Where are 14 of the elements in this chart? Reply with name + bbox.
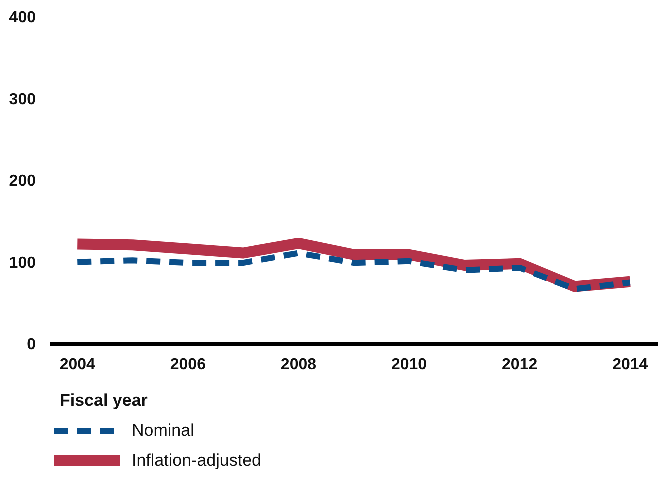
x-axis-title: Fiscal year	[60, 391, 148, 410]
y-tick-label: 300	[9, 91, 36, 108]
y-tick-label: 100	[9, 254, 36, 272]
legend-label: Nominal	[132, 421, 194, 441]
x-tick-label: 2014	[612, 356, 648, 374]
x-tick-label: 2008	[280, 356, 317, 374]
y-tick-label: 400	[9, 10, 36, 27]
x-tick-label: 2012	[502, 356, 538, 374]
x-tick-label: 2004	[60, 356, 96, 374]
x-tick-label: 2010	[391, 356, 428, 374]
y-tick-label: 0	[27, 336, 36, 354]
y-tick-label: 200	[9, 173, 36, 190]
x-tick-label: 2006	[170, 356, 206, 374]
legend-label: Inflation-adjusted	[132, 451, 262, 471]
